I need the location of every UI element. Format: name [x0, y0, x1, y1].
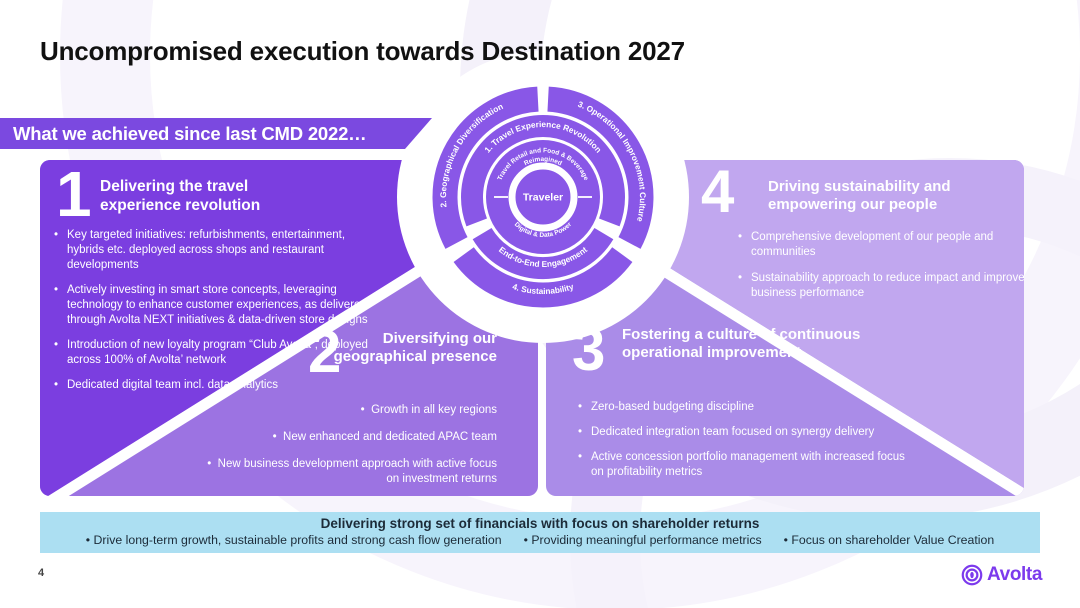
section-2-title: Diversifying our geographical presence	[333, 330, 497, 366]
section-4-bullets: Comprehensive development of our people …	[736, 230, 1024, 312]
section-1-title: Delivering the travel experience revolut…	[100, 178, 261, 214]
section-1-bullets: Key targeted initiatives: refurbishments…	[52, 228, 374, 402]
svg-text:4. Sustainability: 4. Sustainability	[511, 281, 575, 296]
financials-bullets: Drive long-term growth, sustainable prof…	[40, 533, 1040, 547]
bullet: Key targeted initiatives: refurbishments…	[52, 228, 374, 273]
financials-bullet: Drive long-term growth, sustainable prof…	[86, 533, 502, 547]
achievements-ribbon: What we achieved since last CMD 2022…	[0, 118, 432, 149]
financials-bar: Delivering strong set of financials with…	[40, 512, 1040, 553]
bullet: Sustainability approach to reduce impact…	[736, 271, 1024, 301]
wheel-label-sustainability: 4. Sustainability	[511, 281, 575, 296]
avolta-logo: Avolta	[960, 563, 1042, 587]
wheel-label-reimagined: Reimagined	[523, 156, 563, 167]
wheel-center-label: Traveler	[523, 192, 563, 204]
panel-block-right: 4 Driving sustainability and empowering …	[546, 160, 1024, 496]
bullet: Comprehensive development of our people …	[736, 230, 1024, 260]
page-number: 4	[38, 567, 45, 579]
slide-title: Uncompromised execution towards Destinat…	[40, 36, 685, 66]
section-3-title: Fostering a culture of continuous operat…	[622, 326, 861, 362]
bullet: Introduction of new loyalty program “Clu…	[52, 338, 374, 368]
section-4-title: Driving sustainability and empowering ou…	[768, 178, 951, 214]
bullet: Dedicated digital team incl. data analyt…	[52, 378, 374, 393]
strategy-wheel-diagram: 2. Geographical Diversification 3. Opera…	[397, 51, 689, 343]
wheel-inner-disc	[486, 140, 600, 254]
bullet: New business development approach with a…	[205, 457, 497, 487]
achievements-ribbon-label: What we achieved since last CMD 2022…	[13, 123, 367, 144]
financials-title: Delivering strong set of financials with…	[320, 516, 760, 531]
wheel-center-dash-right	[578, 196, 592, 198]
section-4-number: 4	[701, 160, 735, 225]
financials-bullet: Providing meaningful performance metrics	[524, 533, 761, 547]
section-2-number: 2	[308, 318, 342, 385]
bullet: Actively investing in smart store concep…	[52, 283, 374, 328]
wheel-center-ring	[508, 162, 578, 232]
bullet: Active concession portfolio management w…	[576, 450, 916, 480]
wheel-outer-ring	[432, 86, 654, 308]
section-3-bullets: Zero-based budgeting discipline Dedicate…	[576, 400, 916, 490]
svg-text:Reimagined: Reimagined	[523, 156, 563, 167]
avolta-logo-text: Avolta	[987, 564, 1042, 585]
wheel-middle-ring	[461, 115, 625, 280]
bullet: Dedicated integration team focused on sy…	[576, 425, 916, 440]
avolta-logo-icon	[961, 564, 983, 586]
wheel-center-dash-left	[494, 196, 508, 198]
bullet: Growth in all key regions	[205, 403, 497, 418]
section-1-number: 1	[56, 160, 92, 230]
section-2-bullets: Growth in all key regions New enhanced a…	[205, 403, 497, 496]
bullet: Zero-based budgeting discipline	[576, 400, 916, 415]
financials-bullet: Focus on shareholder Value Creation	[784, 533, 994, 547]
bullet: New enhanced and dedicated APAC team	[205, 430, 497, 445]
